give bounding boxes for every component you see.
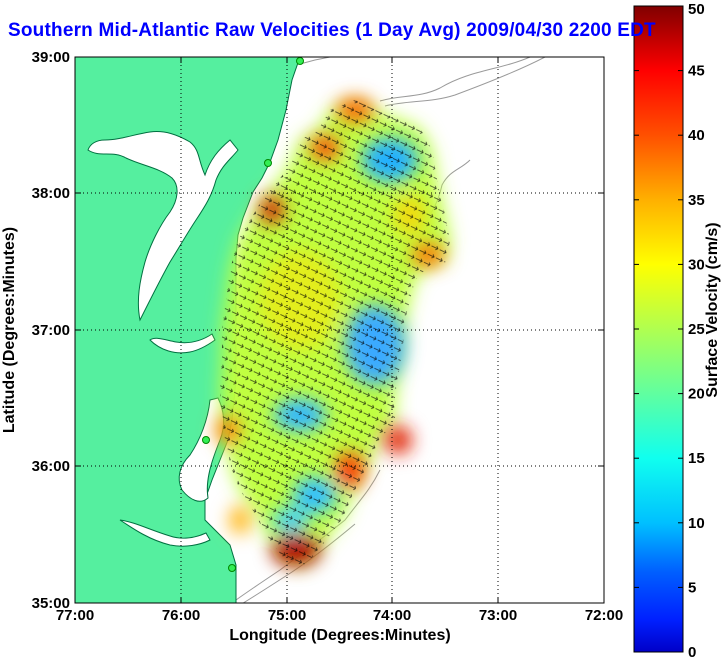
y-tick-label: 36:00 xyxy=(32,458,70,475)
x-axis-label: Longitude (Degrees:Minutes) xyxy=(229,627,450,644)
y-tick-label: 35:00 xyxy=(32,595,70,612)
y-tick-label: 37:00 xyxy=(32,322,70,339)
colorbar-tick-label: 30 xyxy=(688,256,705,273)
x-tick-label: 75:00 xyxy=(268,607,306,624)
grid xyxy=(75,57,604,603)
colorbar-tick-label: 45 xyxy=(688,63,705,80)
colorbar-tick-label: 15 xyxy=(688,450,705,467)
x-tick-label: 73:00 xyxy=(479,607,517,624)
colorbar-tick-label: 35 xyxy=(688,192,705,209)
x-tick-label: 76:00 xyxy=(162,607,200,624)
colorbar-tick-label: 0 xyxy=(688,644,696,659)
colorbar-tick-label: 50 xyxy=(688,1,705,18)
y-tick-labels: 35:00 36:00 37:00 38:00 39:00 xyxy=(32,49,70,612)
colorbar-gradient xyxy=(633,5,684,653)
x-tick-label: 77:00 xyxy=(56,607,94,624)
colorbar-tick-label: 40 xyxy=(688,127,705,144)
colorbar-tick-label: 25 xyxy=(688,321,705,338)
x-tick-label: 74:00 xyxy=(373,607,411,624)
tick-marks xyxy=(74,56,605,604)
y-tick-label: 39:00 xyxy=(32,49,70,66)
colorbar-tick-label: 5 xyxy=(688,579,696,596)
chart-title: Southern Mid-Atlantic Raw Velocities (1 … xyxy=(8,20,656,41)
x-tick-labels: 77:00 76:00 75:00 74:00 73:00 72:00 xyxy=(56,607,623,624)
colorbar: 0 5 10 15 20 25 30 35 40 45 50 Surface Velocity (c… xyxy=(633,1,721,659)
bay-water xyxy=(87,131,239,547)
colorbar-ticks xyxy=(634,5,683,653)
colorbar-label: Surface Velocity (cm/s) xyxy=(704,222,721,397)
colorbar-tick-label: 20 xyxy=(688,386,705,403)
colorbar-labels: 0 5 10 15 20 25 30 35 40 45 50 xyxy=(688,1,705,659)
station-markers xyxy=(202,57,304,572)
y-tick-label: 38:00 xyxy=(32,185,70,202)
colorbar-tick-label: 10 xyxy=(688,515,705,532)
y-axis-label: Latitude (Degrees:Minutes) xyxy=(1,227,18,433)
x-tick-label: 72:00 xyxy=(585,607,623,624)
